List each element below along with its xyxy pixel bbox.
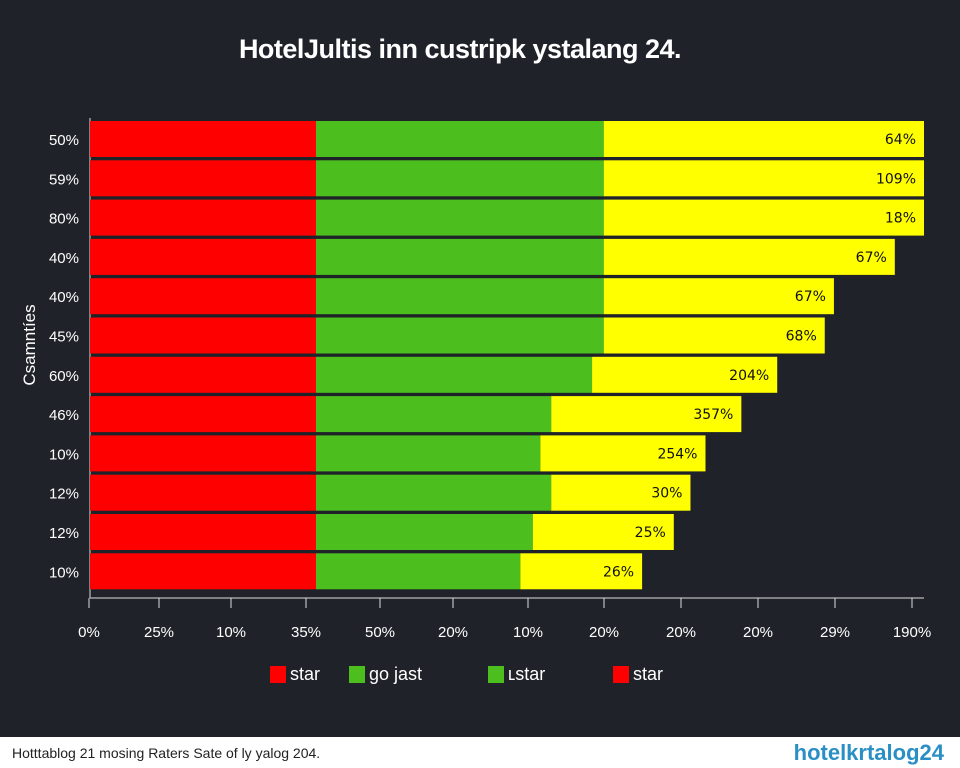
x-tick-label: 35% [291,624,321,641]
bar-segment-1 [90,199,317,236]
x-tick-label: 25% [144,624,174,641]
data-label: 26% [603,564,634,580]
y-tick-label: 12% [49,486,79,503]
legend-swatch [488,666,504,683]
y-tick-label: 50% [49,132,79,149]
bar-segment-1 [90,238,317,275]
bar-segment-2 [316,160,604,197]
bar-segment-3 [603,278,834,315]
x-tick-label: 50% [365,624,395,641]
legend-item: ʟstar [488,664,545,685]
bar-segment-1 [90,553,317,590]
bar-segment-2 [316,238,604,275]
bar-segment-1 [90,514,317,550]
bar-segment-3 [540,435,706,472]
bar-segment-2 [316,514,533,550]
bar-segment-2 [316,435,541,472]
legend-swatch [270,666,286,683]
bar-segment-3 [551,396,742,433]
y-tick-label: 40% [49,250,79,267]
bar-segment-3 [603,121,924,157]
bar-chart: 64% 50% 109% 59% 18% 80% 67% 40% 67% 40% 68% 45% 204… [49,118,931,641]
bar-segment-2 [316,396,552,433]
x-tick-label: 0% [78,624,100,641]
y-tick-label: 10% [49,446,79,463]
data-label: 204% [729,368,769,384]
footer: Hotttablog 21 mosing Raters Sate of ly y… [0,737,960,768]
y-tick-label: 60% [49,368,79,385]
bar-segment-1 [90,160,317,197]
data-label: 67% [856,250,887,266]
data-label: 67% [795,289,826,305]
brand-logo[interactable]: hotelkrtalog24 [793,740,944,765]
legend-item: go jast [349,664,422,685]
y-tick-label: 40% [49,289,79,306]
x-tick-label: 20% [666,624,696,641]
x-tick-label: 10% [216,624,246,641]
data-label: 109% [876,171,916,187]
legend-swatch [349,666,365,683]
x-tick-label: 10% [513,624,543,641]
x-tick-label: 20% [438,624,468,641]
y-tick-label: 10% [49,564,79,581]
bar-segment-3 [603,238,895,275]
legend-label: ʟstar [508,664,546,684]
bar-segment-2 [316,553,521,590]
x-tick-label: 20% [589,624,619,641]
data-label: 357% [693,407,733,423]
bar-segment-2 [316,199,604,236]
bar-segment-1 [90,474,317,511]
data-label: 68% [786,329,817,345]
x-tick-label: 29% [820,624,850,641]
y-tick-label: 59% [49,171,79,188]
legend-label: star [633,664,664,684]
bar-segment-2 [316,317,604,354]
bar-segment-1 [90,278,317,315]
bar-segment-1 [90,121,317,157]
bar-segment-2 [316,356,593,393]
legend-item: star [613,664,663,685]
bar-segment-1 [90,396,317,433]
bar-segment-3 [520,553,643,590]
legend-label: star [290,664,321,684]
legend-label: go jast [369,664,423,684]
legend-swatch [613,666,629,683]
y-tick-label: 12% [49,525,79,542]
x-tick-label: 20% [743,624,773,641]
bar-segment-1 [90,356,317,393]
legend-item: star [270,664,320,685]
bar-segment-3 [551,474,691,511]
bar-segment-1 [90,435,317,472]
bar-segment-2 [316,121,604,157]
bar-segment-3 [603,160,924,197]
bar-segment-3 [592,356,778,393]
y-tick-label: 45% [49,329,79,346]
bar-segment-2 [316,278,604,315]
data-label: 30% [651,486,682,502]
bar-segment-3 [603,199,924,236]
data-label: 254% [657,446,697,462]
y-tick-label: 80% [49,211,79,228]
chart-title: HotelJultis inn custripk ystalang 24. [238,34,682,64]
bar-segment-1 [90,317,317,354]
data-label: 64% [885,132,916,148]
y-tick-label: 46% [49,407,79,424]
footer-note: Hotttablog 21 mosing Raters Sate of ly y… [12,745,321,761]
x-tick-label: 190% [893,624,931,641]
bar-segment-3 [532,514,674,550]
data-label: 25% [635,525,666,541]
bar-segment-3 [603,317,825,354]
bar-segment-2 [316,474,552,511]
data-label: 18% [885,211,916,227]
